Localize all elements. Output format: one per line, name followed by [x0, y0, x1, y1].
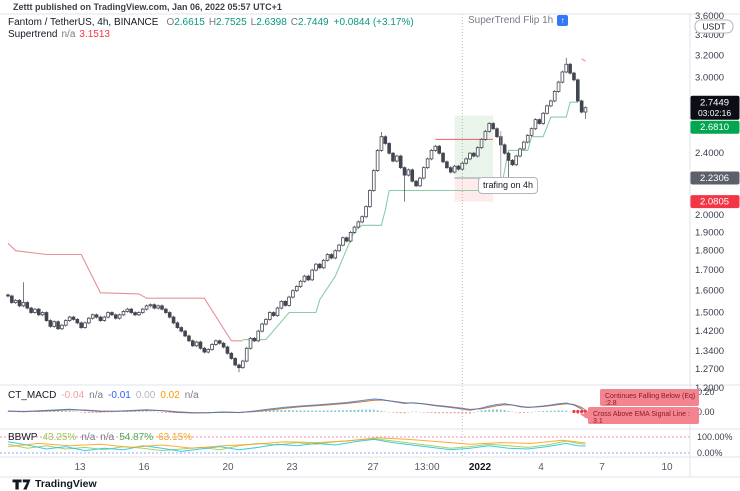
alert-bubble-falling-below[interactable]: Continues Falling Below (Eq) :2.8 [600, 389, 699, 406]
target-price-label [690, 120, 740, 134]
supertrend-line-down [7, 242, 243, 342]
brand-text: TradingView [35, 478, 97, 490]
supertrend-legend[interactable]: Supertrend n/a 3.1513 [8, 29, 110, 40]
svg-text:7: 7 [599, 462, 605, 473]
entry-price-label [690, 171, 740, 185]
svg-text:03:02:16: 03:02:16 [698, 108, 731, 118]
svg-text:3.0000: 3.0000 [695, 73, 724, 84]
svg-text:16: 16 [138, 462, 150, 473]
svg-text:27: 27 [367, 462, 379, 473]
supertrend-value: 3.1513 [79, 29, 110, 40]
svg-text:1.8000: 1.8000 [695, 246, 724, 257]
attribution-bar: Zettt published on TradingView.com, Jan … [13, 2, 282, 12]
footer-brand[interactable]: TradingView [12, 478, 97, 491]
svg-text:100.00%: 100.00% [697, 432, 733, 442]
bbwp-pane [0, 436, 690, 454]
macd-line [7, 398, 586, 414]
alert-bubble-cross-above[interactable]: Cross Above EMA Signal Line : 3.1 [588, 407, 699, 424]
svg-text:13: 13 [74, 462, 86, 473]
svg-text:0.20: 0.20 [697, 387, 715, 397]
svg-text:3.4000: 3.4000 [695, 30, 724, 41]
legend-value: 54.87% [119, 432, 154, 443]
supertrend-na: n/a [61, 29, 76, 40]
bbwp-ma-slow [7, 438, 586, 452]
tradingview-logo-icon [12, 479, 31, 490]
stop-price-label [690, 195, 740, 209]
supertrend-flip-label: SuperTrend Flip 1h ↑ [468, 15, 569, 26]
svg-text:10: 10 [661, 462, 673, 473]
ohlc-label: H [208, 17, 217, 28]
legend-value: 63.15% [158, 432, 193, 443]
svg-text:1.5000: 1.5000 [695, 308, 724, 319]
alert-pointer-icon [581, 411, 588, 419]
legend-value: 43.25% [42, 432, 77, 443]
ohlc-values: O2.6615 H2.7525 L2.6398 C2.7449 [162, 17, 328, 28]
price-pane [6, 57, 588, 373]
svg-text:2.7449: 2.7449 [700, 98, 729, 109]
supertrend-line-up [242, 101, 578, 341]
svg-text:0.00: 0.00 [697, 407, 715, 417]
svg-text:1.3400: 1.3400 [695, 346, 724, 357]
svg-text:20: 20 [222, 462, 234, 473]
supertrend-line-down [581, 58, 586, 62]
svg-text:2.0805: 2.0805 [700, 197, 729, 208]
svg-text:0.00%: 0.00% [697, 448, 723, 458]
legend-value: -0.01 [108, 390, 131, 401]
legend-value: -0.04 [61, 390, 85, 401]
svg-text:1.6000: 1.6000 [695, 286, 724, 297]
candles-layer [6, 57, 588, 373]
ohlc-value: 2.7449 [298, 17, 329, 28]
svg-text:1.9000: 1.9000 [695, 227, 724, 238]
chart-note[interactable]: trafing on 4h [478, 177, 538, 194]
svg-text:13:00: 13:00 [414, 462, 439, 473]
legend-value: 0.02 [160, 390, 180, 401]
ohlc-label: L [250, 17, 257, 28]
ohlc-value: 2.6398 [256, 17, 287, 28]
svg-text:1.2700: 1.2700 [695, 364, 724, 375]
bbwp-ma [7, 437, 586, 449]
legend-value: 0.00 [135, 390, 156, 401]
ohlc-value: 2.7525 [216, 17, 247, 28]
svg-text:USDT: USDT [702, 22, 725, 32]
svg-text:1.4200: 1.4200 [695, 326, 724, 337]
svg-text:2.0000: 2.0000 [695, 210, 724, 221]
svg-text:1.2000: 1.2000 [695, 383, 724, 394]
ohlc-label: O [166, 17, 175, 28]
ohlc-value: 2.6615 [174, 17, 205, 28]
macd-legend[interactable]: CT_MACD -0.04 n/a -0.01 0.00 0.02 n/a [8, 390, 209, 401]
macd-values: -0.04 n/a -0.01 0.00 0.02 n/a [61, 390, 203, 401]
macd-pane [7, 398, 588, 418]
svg-text:4: 4 [538, 462, 544, 473]
change-value: +0.0844 (+3.17%) [333, 17, 414, 28]
svg-text:2.2306: 2.2306 [700, 173, 729, 184]
position-profit-zone [454, 115, 494, 179]
svg-text:1.7000: 1.7000 [695, 265, 724, 276]
svg-text:2.6810: 2.6810 [700, 122, 729, 133]
last-price-label [690, 95, 740, 120]
macd-name: CT_MACD [8, 390, 57, 401]
bbwp-name: BBWP [8, 432, 38, 443]
legend-value: n/a [89, 390, 104, 401]
svg-text:2.4000: 2.4000 [695, 148, 724, 159]
svg-text:3.2000: 3.2000 [695, 51, 724, 62]
bbwp-values: 43.25% n/a n/a 54.87% 63.15% [42, 432, 197, 443]
legend-value: n/a [81, 432, 96, 443]
svg-text:3.6000: 3.6000 [695, 11, 724, 22]
legend-value: n/a [184, 390, 199, 401]
legend-value: n/a [100, 432, 115, 443]
symbol-title: Fantom / TetherUS, 4h, BINANCE [8, 17, 159, 28]
flip-text: SuperTrend Flip 1h [468, 15, 554, 26]
ohlc-label: C [290, 17, 299, 28]
svg-text:2022: 2022 [469, 462, 492, 473]
symbol-legend[interactable]: Fantom / TetherUS, 4h, BINANCE O2.6615 H2.… [8, 17, 414, 28]
bbwp-legend[interactable]: BBWP 43.25% n/a n/a 54.87% 63.15% [8, 432, 202, 443]
bbwp-fast [7, 438, 586, 452]
currency-chip [694, 19, 734, 34]
supertrend-name: Supertrend [8, 29, 58, 40]
up-icon: ↑ [557, 15, 569, 26]
svg-text:23: 23 [286, 462, 298, 473]
